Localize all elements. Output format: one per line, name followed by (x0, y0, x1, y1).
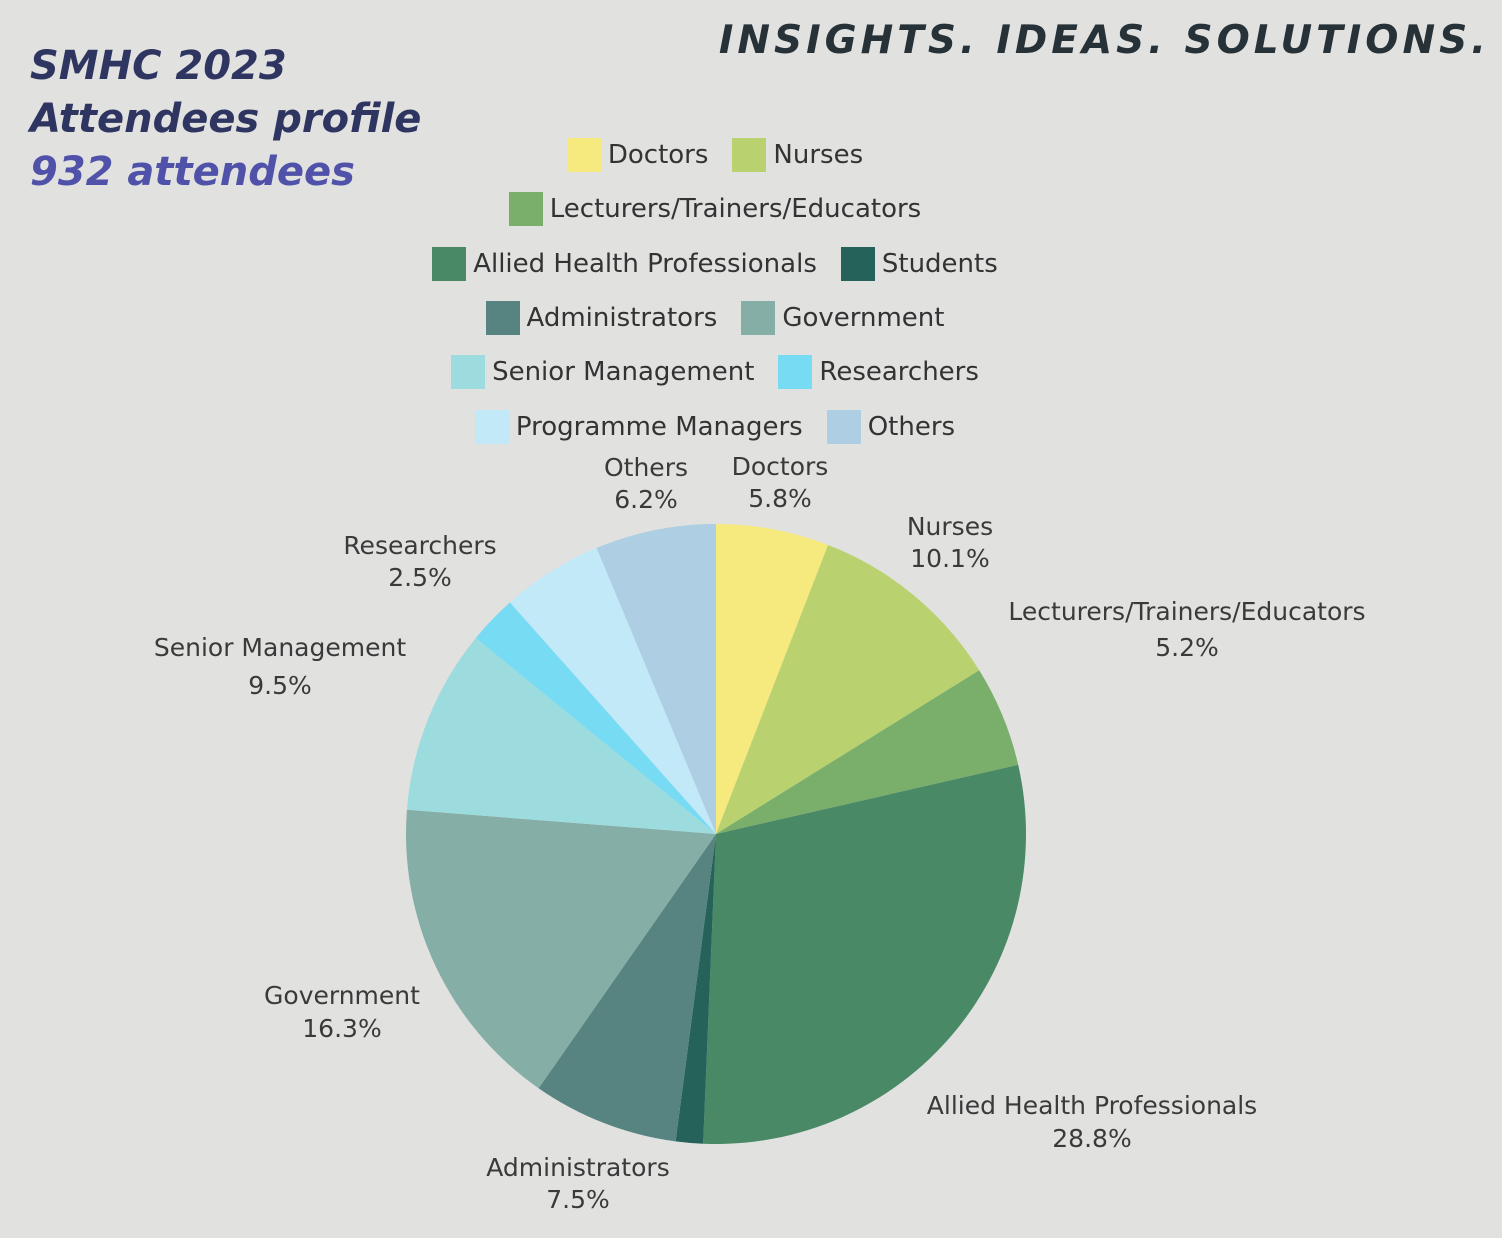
legend-swatch (508, 192, 543, 227)
slice-label-name: Nurses (907, 512, 993, 541)
slice-label-name: Doctors (732, 452, 829, 481)
legend-label: Nurses (773, 140, 864, 171)
slice-label-value: 6.2% (614, 485, 678, 514)
legend-label: Lecturers/Trainers/Educators (549, 194, 922, 225)
pie-slice-researchers (475, 602, 716, 834)
chart-title: SMHC 2023 (30, 43, 287, 89)
legend-row: Allied Health Professionals Students (350, 237, 1080, 291)
legend-swatch (778, 355, 813, 390)
slice-label-value: 5.8% (748, 484, 812, 513)
legend-swatch (474, 409, 509, 444)
slice-label-name: Administrators (486, 1153, 669, 1182)
legend-item-government: Government (741, 301, 945, 336)
legend-label: Administrators (526, 303, 718, 334)
legend-row: Doctors Nurses (350, 128, 1080, 182)
legend-swatch (826, 409, 861, 444)
legend-label: Senior Management (492, 357, 755, 388)
legend-item-allied-health-professionals: Allied Health Professionals (432, 246, 817, 281)
legend-row: Administrators Government (350, 291, 1080, 345)
slice-label-name: Lecturers/Trainers/Educators (1008, 597, 1365, 626)
pie-slice-doctors (716, 524, 829, 834)
legend-item-researchers: Researchers (778, 355, 979, 390)
slice-label-name: Others (604, 453, 688, 482)
pie-slice-nurses (716, 544, 980, 834)
legend-label: Others (867, 411, 956, 442)
legend-swatch (485, 301, 520, 336)
legend-swatch (566, 138, 601, 173)
legend-item-students: Students (840, 246, 998, 281)
legend-swatch (432, 246, 467, 281)
chart-subtitle: Attendees profile (30, 96, 422, 142)
legend-row: Senior Management Researchers (350, 345, 1080, 399)
legend-label: Government (782, 303, 945, 334)
slice-label-value: 5.2% (1155, 633, 1219, 662)
pie-slice-administrators (538, 834, 716, 1142)
slice-label-name: Researchers (343, 531, 496, 560)
pie-slice-government (405, 809, 716, 1089)
slice-label-value: 9.5% (248, 671, 312, 700)
legend-label: Allied Health Professionals (473, 248, 817, 279)
legend-swatch (741, 301, 776, 336)
slice-label-value: 2.5% (388, 563, 452, 592)
slice-label-value: 7.5% (546, 1185, 610, 1214)
legend-swatch (451, 355, 486, 390)
chart-legend: Doctors Nurses Lecturers/Trainers/Educator… (350, 128, 1080, 454)
legend-item-lecturers-trainers-educators: Lecturers/Trainers/Educators (508, 192, 922, 227)
slice-label-name: Allied Health Professionals (927, 1091, 1257, 1120)
pie-slice-senior-management (406, 638, 716, 834)
legend-swatch (840, 246, 875, 281)
slice-label-name: Government (264, 981, 420, 1010)
pie-slice-others (596, 524, 716, 834)
legend-row: Programme Managers Others (350, 399, 1080, 453)
slice-label-value: 10.1% (910, 544, 989, 573)
tagline: INSIGHTS. IDEAS. SOLUTIONS. (718, 18, 1490, 63)
legend-swatch (732, 138, 767, 173)
legend-label: Programme Managers (515, 411, 803, 442)
attendee-count: 932 attendees (30, 149, 355, 195)
legend-row: Lecturers/Trainers/Educators (350, 182, 1080, 236)
pie-slice-students (675, 834, 716, 1144)
pie-slice-lecturers-trainers-educators (716, 670, 1019, 834)
legend-label: Students (881, 248, 998, 279)
slice-label-value: 28.8% (1052, 1124, 1131, 1153)
legend-item-senior-management: Senior Management (451, 355, 755, 390)
legend-item-programme-managers: Programme Managers (474, 409, 803, 444)
slice-label-name: Senior Management (154, 633, 406, 662)
slice-label-value: 16.3% (302, 1014, 381, 1043)
pie-slice-programme-managers (509, 547, 716, 834)
legend-item-doctors: Doctors (566, 138, 709, 173)
legend-item-others: Others (826, 409, 956, 444)
pie-slice-allied-health-professionals (703, 764, 1026, 1144)
legend-item-nurses: Nurses (732, 138, 864, 173)
legend-item-administrators: Administrators (485, 301, 718, 336)
legend-label: Doctors (607, 140, 709, 171)
legend-label: Researchers (819, 357, 979, 388)
chart-title-block: SMHC 2023 Attendees profile 932 attendee… (30, 40, 421, 199)
